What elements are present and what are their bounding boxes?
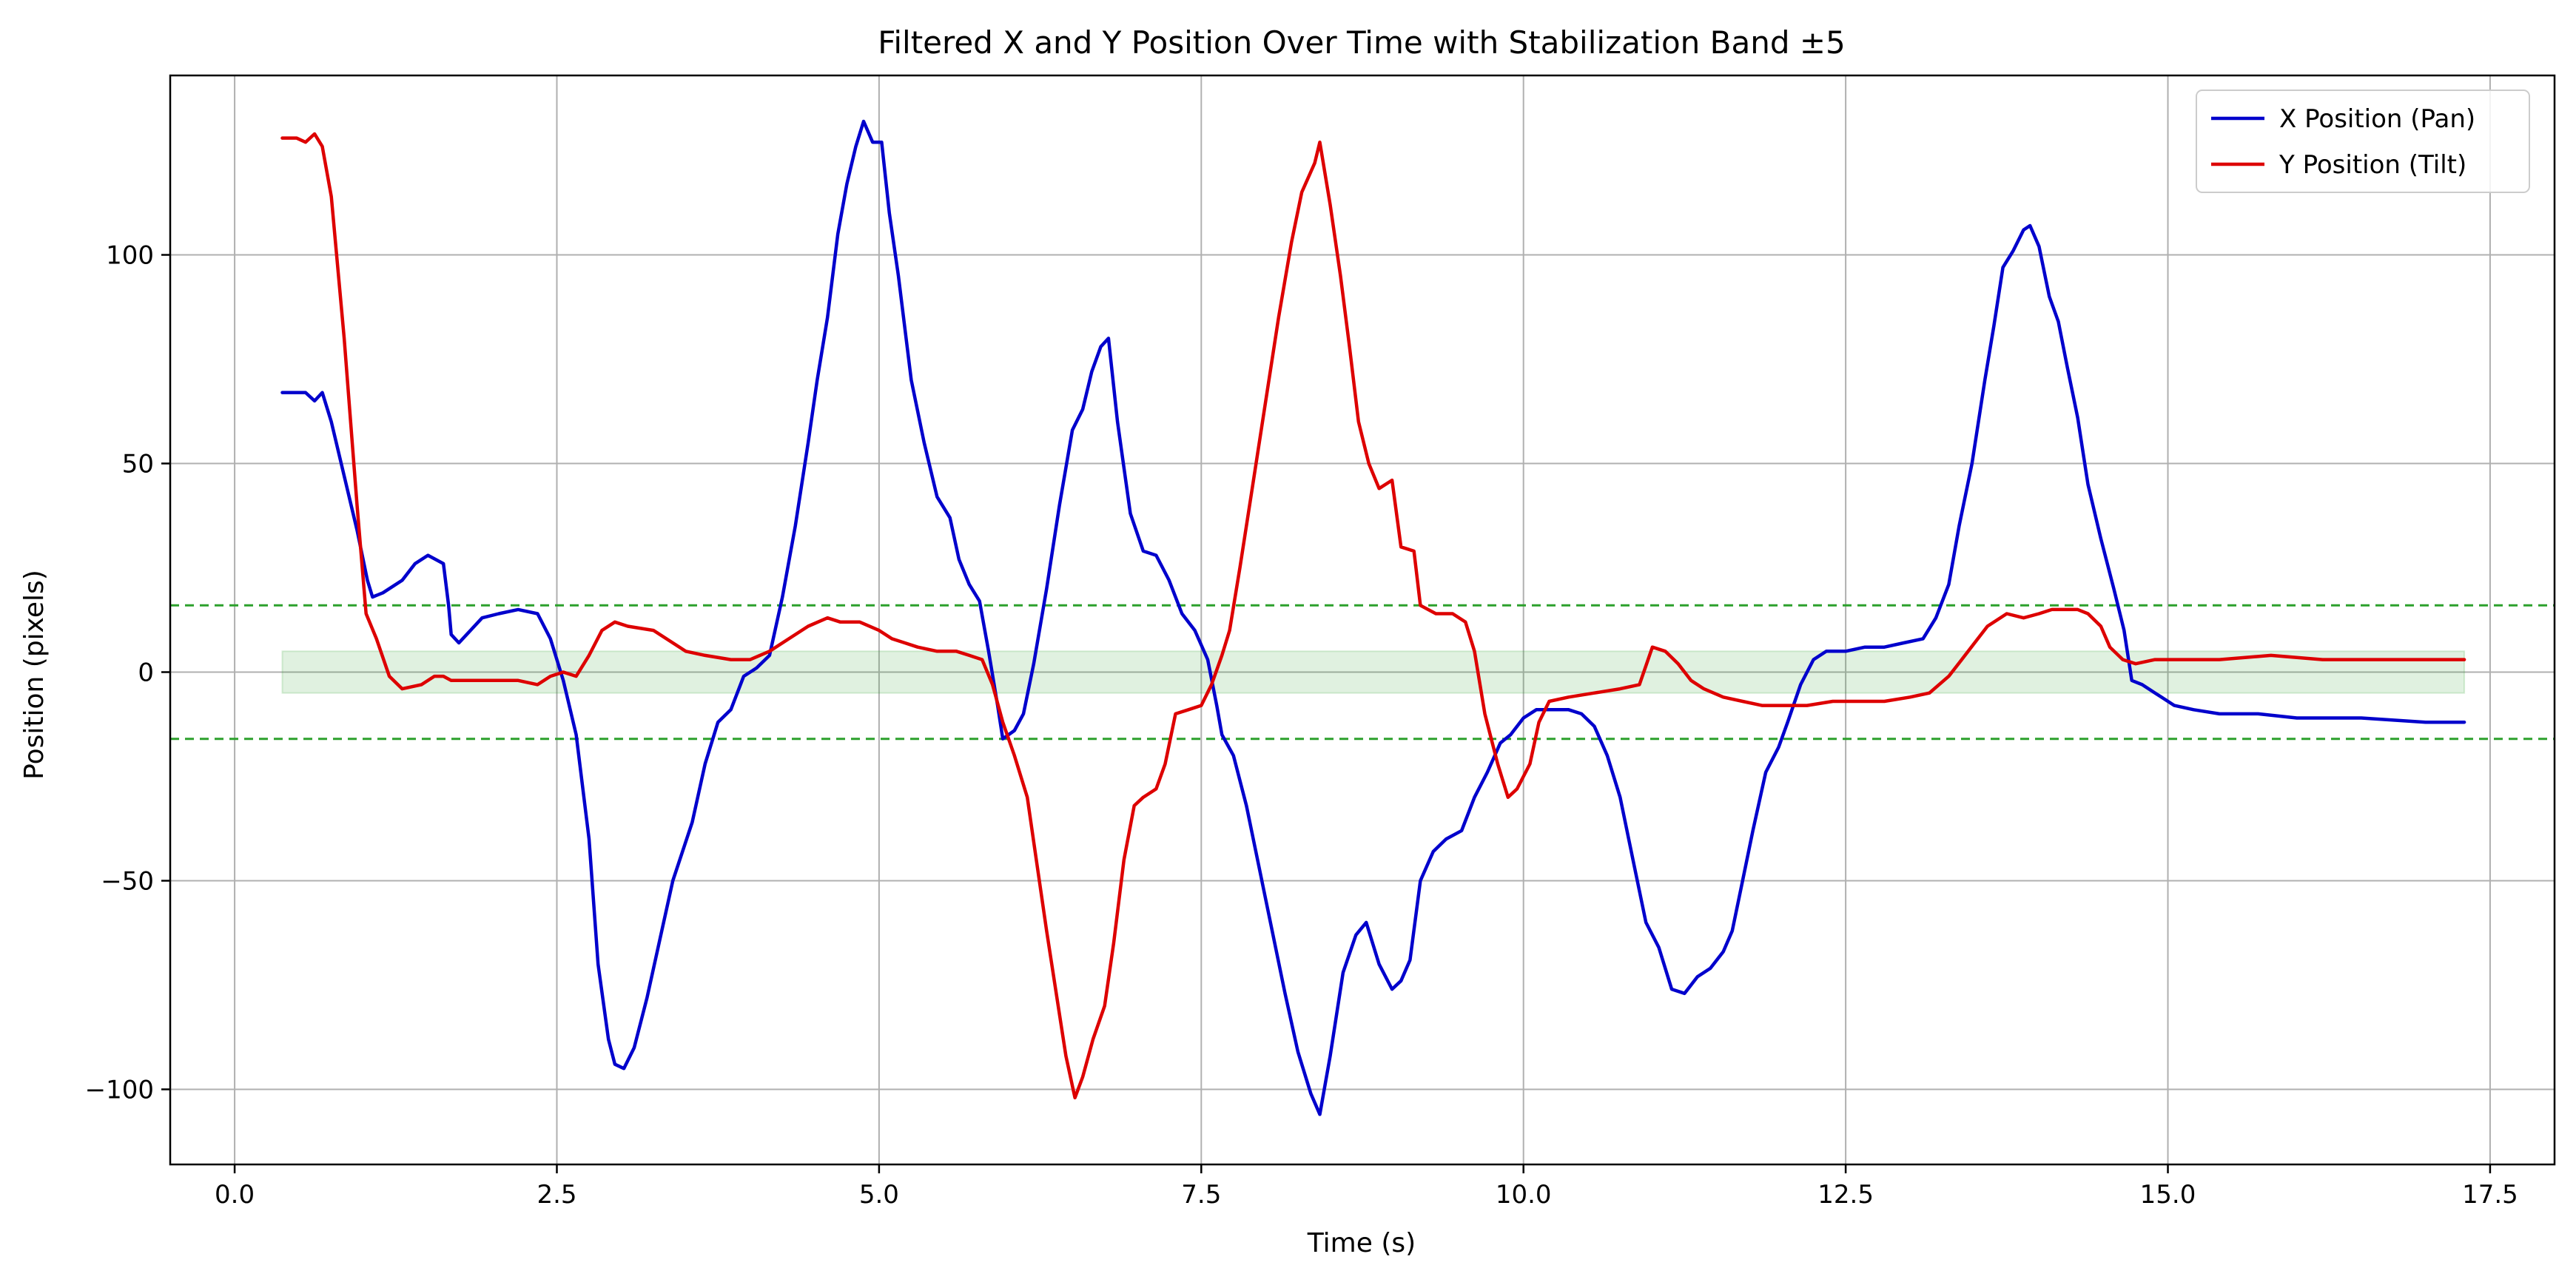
x-tick-label: 0.0 bbox=[215, 1180, 255, 1210]
chart-title: Filtered X and Y Position Over Time with… bbox=[878, 24, 1846, 61]
y-tick-label: 50 bbox=[122, 450, 154, 479]
y-tick-label: −100 bbox=[85, 1075, 154, 1105]
x-position-series-line bbox=[280, 119, 2466, 1116]
y-axis-label: Position (pixels) bbox=[19, 570, 50, 780]
x-tick-label: 2.5 bbox=[537, 1180, 576, 1210]
x-tick-label: 17.5 bbox=[2462, 1180, 2518, 1210]
y-tick-label: 0 bbox=[138, 658, 154, 687]
x-tick-label: 7.5 bbox=[1181, 1180, 1221, 1210]
x-tick-label: 5.0 bbox=[859, 1180, 899, 1210]
legend-label: Y Position (Tilt) bbox=[2279, 150, 2466, 180]
legend-box bbox=[2196, 90, 2530, 193]
y-position-series-line bbox=[280, 132, 2466, 1100]
plot-frame bbox=[169, 74, 2556, 1166]
legend-label: X Position (Pan) bbox=[2279, 104, 2475, 134]
x-axis-label: Time (s) bbox=[1307, 1228, 1416, 1258]
legend: X Position (Pan) Y Position (Tilt) bbox=[2196, 90, 2530, 193]
x-tick-label: 12.5 bbox=[1817, 1180, 1874, 1210]
y-tick-label: −50 bbox=[101, 866, 154, 896]
plot-area: 0.0 2.5 5.0 7.5 10.0 12.5 15.0 17.5 −100 −50 0 50 10… bbox=[85, 74, 2556, 1210]
x-tick-label: 15.0 bbox=[2140, 1180, 2196, 1210]
y-tick-label: 100 bbox=[106, 241, 154, 271]
x-tick-label: 10.0 bbox=[1496, 1180, 1552, 1210]
stabilization-band bbox=[281, 650, 2466, 694]
